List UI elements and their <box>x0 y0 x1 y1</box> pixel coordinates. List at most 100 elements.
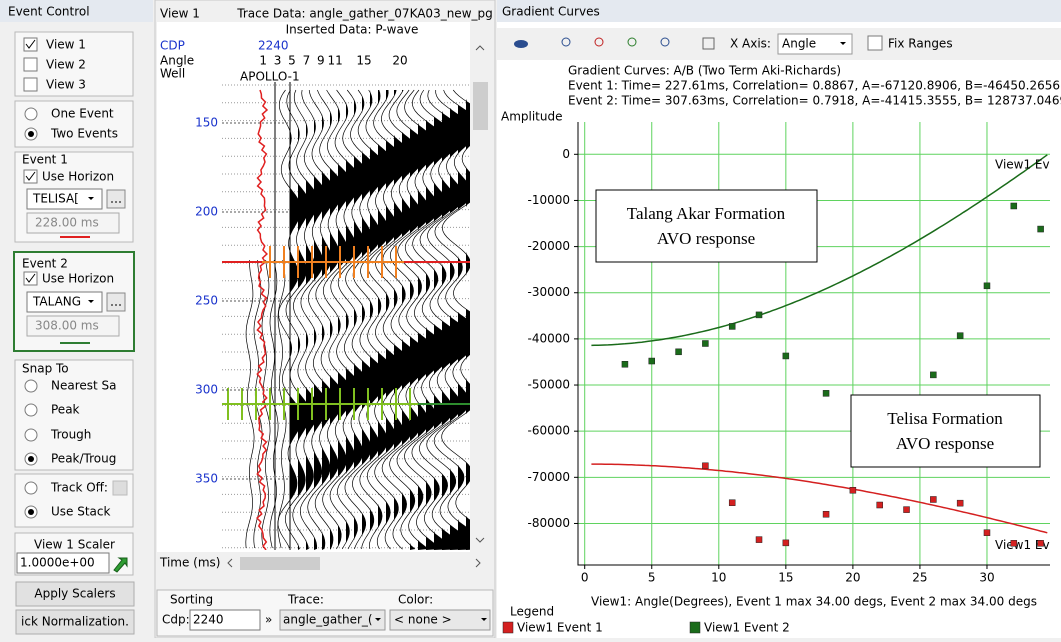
spin-value: 308.00 ms <box>35 319 99 333</box>
y-tick-label: -70000 <box>527 470 570 484</box>
data-point <box>702 463 708 469</box>
combo-clip: angle_gather_( <box>283 613 373 627</box>
angle-label: 1 <box>259 54 267 68</box>
chart-title: Gradient Curves: A/B (Two Term Aki-Richa… <box>568 64 841 78</box>
angle-label: 15 <box>356 54 371 68</box>
checkbox[interactable] <box>24 78 37 91</box>
radio-label: Use Stack <box>51 505 111 519</box>
combo-value: TALANG <box>32 295 81 309</box>
angle-label: 20 <box>392 54 407 68</box>
y-axis-label: Amplitude <box>501 110 563 124</box>
option-label: Sorting <box>170 593 213 607</box>
eye-icon[interactable] <box>514 40 528 48</box>
data-point <box>783 353 789 359</box>
data-point <box>850 487 856 493</box>
radio[interactable] <box>25 404 37 416</box>
x-tick-label: 15 <box>778 571 793 585</box>
radio-label: Peak/Troug <box>51 452 116 466</box>
legend-swatch <box>690 622 700 633</box>
data-point <box>904 507 910 513</box>
combo-value: angle_gather_( <box>283 613 373 627</box>
well-name: APOLLO-1 <box>240 70 300 84</box>
x-axis-title: View1: Angle(Degrees), Event 1 max 34.00… <box>591 595 1037 609</box>
y-tick-label: -50000 <box>527 378 570 392</box>
time-tick-label: 300 <box>195 383 218 397</box>
app-window: Event Control View 1 View 2 View 3 One E… <box>0 0 1061 638</box>
plot-area <box>578 122 1050 565</box>
combo-value: < none > <box>394 613 452 627</box>
y-tick-label: 0 <box>562 147 570 161</box>
legend-swatch <box>503 622 513 633</box>
data-point <box>1038 540 1044 546</box>
group-title: Event 2 <box>22 257 68 271</box>
group-title: View 1 Scaler <box>34 538 115 552</box>
annotation-text: Talang Akar Formation <box>627 204 786 223</box>
data-point <box>1011 540 1017 546</box>
plot: View1 EveView1 Eve <box>578 122 1057 565</box>
inserted-data: Inserted Data: P-wave <box>286 23 419 37</box>
time-tick-label: 250 <box>195 294 218 308</box>
group-title: Snap To <box>22 362 69 376</box>
data-point <box>930 372 936 378</box>
radio-dot <box>28 456 34 462</box>
seismic-panel: View 1 Trace Data: angle_gather_07KA03_n… <box>155 0 495 638</box>
combo-value: Angle <box>782 37 816 51</box>
view-title: View 1 <box>160 7 200 21</box>
data-point <box>1038 226 1044 232</box>
data-point <box>622 361 628 367</box>
x-axis-label: X Axis: <box>730 37 771 51</box>
option-label: Cdp: <box>162 613 190 627</box>
header-label: CDP <box>160 39 185 53</box>
data-point <box>756 312 762 318</box>
annotation-text: Telisa Formation <box>887 409 1003 428</box>
checkbox[interactable] <box>868 36 882 50</box>
checkbox-label: Use Horizon <box>42 272 114 286</box>
radio-label: Track Off: <box>50 481 108 495</box>
cdp-value: 2240 <box>258 39 289 53</box>
data-point <box>984 283 990 289</box>
radio[interactable] <box>25 429 37 441</box>
v-scroll-thumb[interactable] <box>473 82 488 130</box>
more: » <box>265 613 272 627</box>
legend-label: View1 Event 2 <box>704 621 790 635</box>
cdp-spin-value: 2240 <box>193 613 224 627</box>
checkbox[interactable] <box>24 58 37 71</box>
chart-subtitle: Event 1: Time= 227.61ms, Correlation= 0.… <box>568 79 1060 93</box>
page: Event Control View 1 View 2 View 3 One E… <box>0 0 1061 642</box>
chart-subtitle: Event 2: Time= 307.63ms, Correlation= 0.… <box>568 94 1061 108</box>
radio-label: One Event <box>51 107 114 121</box>
browse-button[interactable] <box>107 190 125 208</box>
data-point <box>823 511 829 517</box>
radio-label: Trough <box>50 428 91 442</box>
button-clip: ick Normalization. <box>21 615 129 629</box>
header-label: Well <box>160 67 185 81</box>
radio[interactable] <box>25 108 37 120</box>
radio-label: Nearest Sa <box>51 379 117 393</box>
spin-value: 228.00 ms <box>35 216 99 230</box>
x-tick-label: 30 <box>979 571 994 585</box>
option-label: Trace: <box>287 593 324 607</box>
annotation-box <box>851 395 1040 467</box>
radio[interactable] <box>25 380 37 392</box>
x-tick-label: 25 <box>912 571 927 585</box>
event-control-panel: Event Control View 1 View 2 View 3 One E… <box>0 0 153 634</box>
browse-button[interactable] <box>107 293 125 311</box>
checkbox-label: Fix Ranges <box>888 37 953 51</box>
angle-label: 7 <box>303 54 311 68</box>
data-point <box>984 530 990 536</box>
y-tick-label: -80000 <box>527 516 570 530</box>
track-dropdown[interactable] <box>113 481 127 495</box>
h-scroll-thumb[interactable] <box>240 557 320 570</box>
checkbox-label: View 3 <box>46 78 86 92</box>
panel-title: Gradient Curves <box>502 5 600 19</box>
data-point <box>702 341 708 347</box>
checkbox-label: View 1 <box>46 38 86 52</box>
x-tick-label: 0 <box>581 571 589 585</box>
legend-title: Legend <box>510 605 554 619</box>
radio-dot <box>28 509 34 515</box>
radio[interactable] <box>25 482 37 494</box>
data-point <box>930 496 936 502</box>
y-tick-label: -20000 <box>527 239 570 253</box>
y-tick-label: -10000 <box>527 193 570 207</box>
angle-label: 5 <box>288 54 296 68</box>
